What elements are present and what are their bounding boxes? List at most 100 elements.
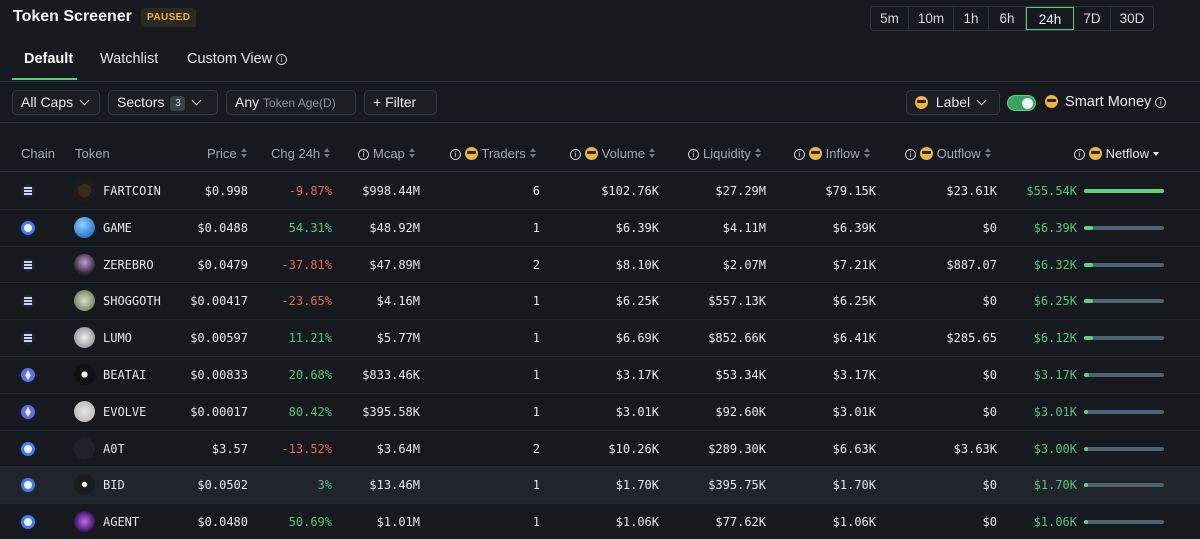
token-name[interactable]: GAME (103, 220, 132, 235)
netflow-bar (1084, 299, 1164, 304)
inflow-cell: $1.06K (832, 515, 876, 530)
view-tabs: Default Watchlist Custom View i (0, 40, 1200, 82)
col-chain: Chain (21, 146, 55, 161)
token-name[interactable]: SHOGGOTH (103, 294, 161, 309)
chg-cell: -13.52% (281, 441, 332, 456)
col-volume[interactable]: i Volume (570, 146, 656, 161)
netflow-bar (1084, 446, 1164, 451)
info-icon[interactable]: i (358, 149, 369, 160)
info-icon[interactable]: i (570, 149, 581, 160)
sort-icon (863, 148, 871, 159)
timeframe-6h[interactable]: 6h (989, 7, 1026, 30)
col-inflow[interactable]: i Inflow (794, 146, 871, 161)
table-row[interactable]: FARTCOIN $0.998 -9.87% $998.44M 6 $102.76K $27… (0, 173, 1200, 210)
add-filter-button[interactable]: + Filter (364, 90, 437, 115)
table-row[interactable]: LUMO $0.00597 11.21% $5.77M 1 $6.69K $852.66K $… (0, 320, 1200, 357)
chevron-down-icon (79, 95, 90, 106)
tab-watchlist[interactable]: Watchlist (100, 51, 159, 67)
info-icon[interactable]: i (276, 54, 288, 65)
timeframe-1h[interactable]: 1h (954, 7, 989, 30)
info-icon[interactable]: i (905, 149, 916, 160)
col-volume-label: Volume (601, 146, 645, 161)
price-cell: $3.57 (211, 441, 248, 456)
col-mcap[interactable]: i Mcap (358, 146, 416, 161)
timeframe-30d[interactable]: 30D (1119, 11, 1145, 26)
token-age-filter[interactable]: Any Token Age(D) (226, 90, 356, 115)
netflow-cell: $6.25K (1033, 294, 1077, 309)
info-icon[interactable]: i (1074, 149, 1085, 160)
col-netflow[interactable]: i Netflow (1074, 146, 1160, 161)
timeframe-5m[interactable]: 5m (871, 7, 909, 30)
token-name[interactable]: EVOLVE (103, 404, 147, 419)
col-traders[interactable]: i Traders (450, 146, 537, 161)
table-row[interactable]: BID $0.0502 3% $13.46M 1 $1.70K $395.75K $1.70K… (0, 467, 1200, 505)
netflow-bar-fill (1084, 225, 1093, 230)
label-dropdown[interactable]: Label (906, 90, 1000, 115)
netflow-bar-fill (1084, 189, 1164, 193)
mcap-cell: $5.77M (376, 331, 420, 346)
col-price[interactable]: Price (207, 146, 248, 161)
info-icon[interactable]: i (1155, 97, 1167, 108)
table-row[interactable]: GAME $0.0488 54.31% $48.92M 1 $6.39K $4.11M $6.… (0, 210, 1200, 247)
timeframe-7d[interactable]: 7D (1074, 7, 1111, 30)
liquidity-cell: $2.07M (722, 257, 766, 272)
table-row[interactable]: AGENT $0.0480 50.69% $1.01M 1 $1.06K $77.62K $1… (0, 504, 1200, 539)
token-name[interactable]: AGENT (103, 515, 140, 530)
col-liquidity[interactable]: i Liquidity (688, 146, 762, 161)
caps-dropdown[interactable]: All Caps (12, 90, 100, 115)
liquidity-cell: $4.11M (722, 220, 766, 235)
sort-icon (529, 148, 537, 159)
netflow-cell: $3.01K (1033, 404, 1077, 419)
price-cell: $0.0502 (197, 478, 248, 493)
info-icon[interactable]: i (688, 149, 699, 160)
token-name[interactable]: FARTCOIN (103, 184, 161, 198)
tab-default[interactable]: Default (24, 51, 74, 67)
price-cell: $0.998 (204, 184, 248, 198)
inflow-cell: $3.17K (832, 367, 876, 382)
netflow-bar-fill (1084, 520, 1088, 525)
chevron-down-icon (192, 95, 202, 106)
netflow-bar-fill (1084, 446, 1088, 451)
tab-custom-view[interactable]: Custom View i (187, 51, 288, 67)
col-mcap-label: Mcap (373, 146, 405, 161)
toggle-knob (1022, 98, 1033, 109)
outflow-cell: $0 (982, 404, 997, 419)
token-name[interactable]: ZEREBRO (103, 257, 154, 272)
status-badge: PAUSED (141, 8, 197, 27)
token-name[interactable]: A0T (103, 441, 125, 456)
price-cell: $0.00833 (190, 367, 248, 382)
liquidity-cell: $395.75K (708, 478, 766, 493)
ethereum-chain-icon (21, 404, 35, 419)
timeframe-24h[interactable]: 24h (1026, 7, 1074, 30)
table-row[interactable]: A0T $3.57 -13.52% $3.64M 2 $10.26K $289.30K $6.… (0, 431, 1200, 468)
traders-cell: 6 (532, 184, 540, 198)
table-row[interactable]: ZEREBRO $0.0479 -37.81% $47.89M 2 $8.10K $2.07… (0, 247, 1200, 284)
token-name[interactable]: LUMO (103, 331, 132, 346)
token-age-label: Token Age(D) (263, 96, 336, 110)
price-cell: $0.00597 (190, 331, 248, 346)
table-row[interactable]: SHOGGOTH $0.00417 -23.65% $4.16M 1 $6.25K $557… (0, 283, 1200, 321)
col-outflow[interactable]: i Outflow (905, 146, 992, 161)
sectors-dropdown[interactable]: Sectors 3 (108, 90, 218, 115)
netflow-bar-fill (1084, 262, 1093, 267)
mcap-cell: $4.16M (376, 294, 420, 309)
info-icon[interactable]: i (794, 149, 805, 160)
netflow-bar (1084, 483, 1164, 488)
inflow-cell: $7.21K (832, 257, 876, 272)
timeframe-10m[interactable]: 10m (909, 7, 954, 30)
sort-icon (754, 148, 762, 159)
token-name[interactable]: BEATAI (103, 367, 147, 382)
col-chg-label: Chg 24h (271, 146, 321, 161)
token-logo-icon (74, 437, 95, 459)
col-chg[interactable]: Chg 24h (271, 146, 331, 161)
volume-cell: $3.17K (615, 367, 659, 382)
inflow-cell: $6.39K (832, 220, 876, 235)
info-icon[interactable]: i (450, 149, 461, 160)
table-row[interactable]: EVOLVE $0.00017 80.42% $395.58K 1 $3.01K $92.6… (0, 394, 1200, 431)
smart-money-toggle[interactable] (1007, 95, 1036, 111)
price-cell: $0.0479 (197, 257, 248, 272)
token-name[interactable]: BID (103, 478, 125, 493)
netflow-bar-fill (1084, 409, 1088, 414)
sectors-label: Sectors (117, 94, 165, 110)
table-row[interactable]: BEATAI $0.00833 20.68% $833.46K 1 $3.17K $53.3… (0, 357, 1200, 394)
